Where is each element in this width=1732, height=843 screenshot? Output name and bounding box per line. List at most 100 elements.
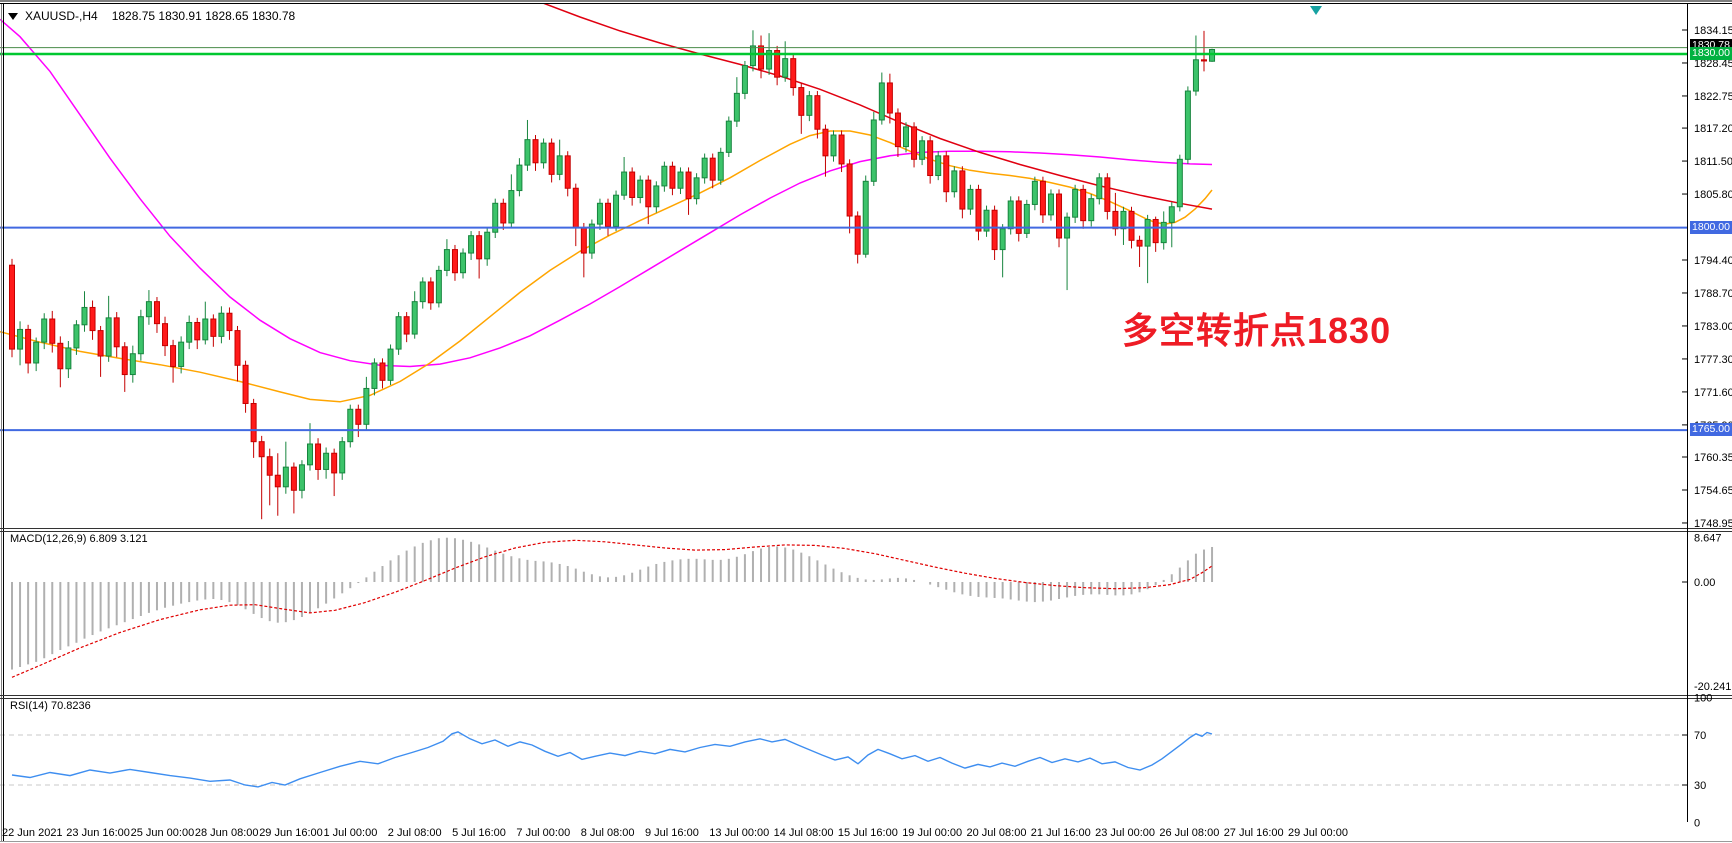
candle-body [798, 87, 805, 116]
candle-body [999, 228, 1006, 251]
candle-body [492, 202, 499, 233]
candle-body [97, 330, 104, 357]
candle-body [886, 82, 893, 114]
candle-body [266, 456, 273, 476]
candle-body [306, 443, 313, 466]
candle-body [758, 45, 765, 70]
candle-body [1209, 48, 1216, 62]
ma-magenta-line [0, 18, 1213, 368]
candle-body [331, 452, 338, 474]
candle-body [959, 170, 966, 210]
candle-body [645, 179, 652, 208]
candle-body [57, 342, 64, 370]
candle-body [468, 235, 475, 254]
candle-body [613, 194, 620, 227]
candle-body [379, 362, 386, 381]
candle-body [1112, 210, 1119, 230]
candle-body [274, 474, 281, 488]
time-tick-label: 29 Jul 00:00 [1288, 827, 1348, 839]
time-tick-label: 14 Jul 08:00 [774, 827, 834, 839]
candle-body [73, 324, 80, 349]
candle-body [524, 139, 531, 166]
candle-body [395, 316, 402, 350]
candle-body [749, 45, 756, 67]
rsi-tick-label: 100 [1694, 693, 1712, 705]
candle-body [17, 328, 24, 350]
candle-body [701, 157, 708, 179]
candle-body [1096, 177, 1103, 200]
time-tick-label: 21 Jul 16:00 [1031, 827, 1091, 839]
chart-shift-marker-icon[interactable] [1310, 6, 1322, 15]
time-tick-label: 19 Jul 00:00 [902, 827, 962, 839]
candle-body [967, 188, 974, 210]
candle-body [814, 95, 821, 130]
chart-title: XAUUSD-,H4 1828.75 1830.91 1828.65 1830.7… [8, 9, 295, 23]
price-tick-label: 1777.30 [1694, 354, 1732, 366]
price-tick-label: 1811.50 [1694, 156, 1732, 168]
candle-body [427, 281, 434, 304]
macd-pane [11, 537, 1214, 678]
candle-body [709, 157, 716, 181]
candle-body [234, 330, 241, 366]
candle-body [1168, 206, 1175, 223]
candle-body [838, 134, 845, 165]
symbol-dropdown-icon[interactable] [8, 13, 18, 21]
time-tick-label: 7 Jul 00:00 [516, 827, 570, 839]
support-1765-price-label[interactable]: 1765.00 [1690, 423, 1732, 436]
time-tick-label: 28 Jun 08:00 [195, 827, 259, 839]
macd-indicator-label: MACD(12,26,9) 6.809 3.121 [10, 533, 148, 545]
candle-body [975, 188, 982, 232]
ma-orange-line [0, 130, 1213, 403]
candle-body [653, 185, 660, 208]
candle-body [1144, 218, 1151, 247]
candle-body [790, 58, 797, 89]
price-axis[interactable]: 1834.15 1828.45 1822.75 1817.20 1811.50 1805.… [1682, 4, 1732, 830]
price-tick-label: 1783.00 [1694, 321, 1732, 333]
candle-body [250, 402, 257, 443]
candle-body [548, 142, 555, 175]
candle-body [162, 323, 169, 347]
candle-body [862, 180, 869, 255]
candle-body [1080, 188, 1087, 222]
candle-body [1200, 59, 1207, 62]
candle-body [878, 82, 885, 121]
candle-body [218, 312, 225, 337]
candle-body [1088, 198, 1095, 222]
time-axis[interactable]: 22 Jun 2021 23 Jun 16:00 25 Jun 00:00 28 Ju… [2, 827, 1348, 839]
time-tick-label: 1 Jul 00:00 [324, 827, 378, 839]
candle-body [186, 321, 193, 343]
candlestick-series [9, 30, 1216, 520]
candle-body [572, 187, 579, 229]
candle-body [226, 312, 233, 332]
candle-body [476, 235, 483, 260]
candle-body [500, 202, 507, 224]
candle-body [1104, 177, 1111, 212]
candle-body [935, 155, 942, 177]
candle-body [596, 202, 603, 225]
candle-body [1056, 193, 1063, 239]
time-tick-label: 23 Jun 16:00 [66, 827, 130, 839]
support-1800-price-label[interactable]: 1800.00 [1690, 221, 1732, 234]
candle-body [419, 281, 426, 303]
macd-tick-label: 0.00 [1694, 577, 1715, 589]
macd-signal-line [11, 539, 1213, 678]
candle-body [1007, 200, 1014, 230]
resistance-1830-price-label[interactable]: 1830.00 [1690, 47, 1732, 60]
price-tick-label: 1822.75 [1694, 91, 1732, 103]
candle-body [170, 345, 177, 367]
time-tick-label: 15 Jul 16:00 [838, 827, 898, 839]
candle-body [661, 165, 668, 187]
candle-body [347, 408, 354, 443]
price-tick-label: 1794.40 [1694, 255, 1732, 267]
candle-body [443, 249, 450, 271]
candle-body [1047, 193, 1054, 216]
candle-body [854, 215, 861, 255]
candle-body [741, 65, 748, 94]
candle-body [41, 318, 48, 343]
time-tick-label: 29 Jun 16:00 [259, 827, 323, 839]
price-tick-label: 1788.70 [1694, 288, 1732, 300]
price-tick-label: 1771.60 [1694, 387, 1732, 399]
candle-body [725, 120, 732, 153]
